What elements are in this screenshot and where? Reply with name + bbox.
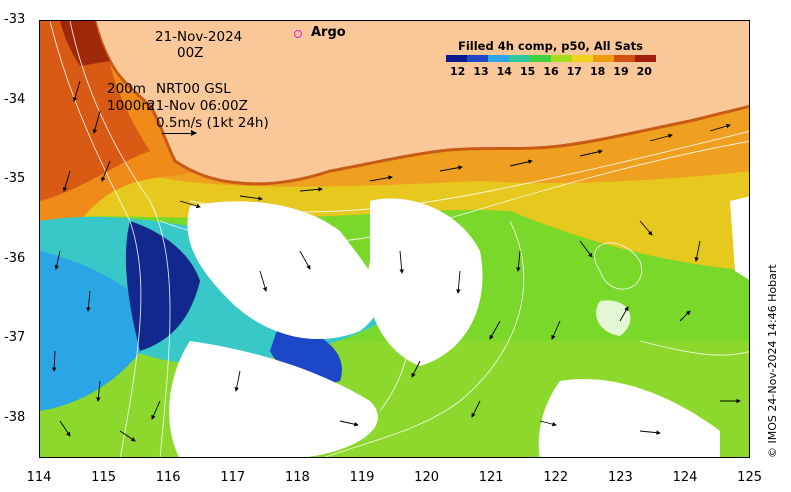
y-tick-label: -35 bbox=[4, 171, 26, 186]
cloud-gap-3 bbox=[169, 341, 378, 457]
colorbar-tick-label: 16 bbox=[543, 65, 559, 78]
sea-level-contours bbox=[49, 21, 749, 457]
velocity-arrows bbox=[51, 80, 741, 442]
colorbar-swatch bbox=[488, 55, 509, 62]
cloud-gap-2 bbox=[367, 198, 483, 366]
sst-map-canvas bbox=[40, 21, 749, 457]
depth-label-1000: 1000m bbox=[107, 98, 155, 114]
colorbar-tick-label: 17 bbox=[566, 65, 582, 78]
x-tick-label: 115 bbox=[91, 470, 116, 485]
argo-label: Argo bbox=[311, 25, 346, 40]
argo-marker-icon bbox=[294, 30, 302, 38]
date-label: 21-Nov-2024 bbox=[155, 29, 243, 45]
cold-eddy bbox=[125, 221, 200, 351]
colorbar bbox=[446, 55, 656, 62]
x-tick-label: 120 bbox=[414, 470, 439, 485]
colorbar-tick-label: 12 bbox=[450, 65, 466, 78]
scale-label: 0.5m/s (1kt 24h) bbox=[156, 115, 269, 131]
colorbar-tick-label: 15 bbox=[519, 65, 536, 78]
colorbar-swatch bbox=[509, 55, 530, 62]
x-tick-label: 119 bbox=[349, 470, 375, 485]
colorbar-swatch bbox=[446, 55, 467, 62]
x-tick-label: 118 bbox=[284, 470, 310, 485]
cloud-gap-4 bbox=[538, 379, 720, 457]
cloud-gap-1 bbox=[187, 201, 380, 340]
colorbar-tick-label: 14 bbox=[496, 65, 512, 78]
blue-region bbox=[40, 251, 160, 411]
x-tick-label: 122 bbox=[543, 470, 569, 485]
y-tick-label: -38 bbox=[4, 409, 26, 425]
colorbar-swatch bbox=[635, 55, 656, 62]
sst-map bbox=[39, 20, 750, 458]
source-label: NRT00 GSL bbox=[156, 81, 231, 97]
colorbar-swatch bbox=[572, 55, 593, 62]
leeuwin-core bbox=[40, 21, 150, 201]
credit-label: © IMOS 24-Nov-2024 14:46 Hobart bbox=[766, 264, 779, 458]
colorbar-swatch bbox=[593, 55, 614, 62]
colorbar-labels: 12 13 14 15 16 17 18 19 20 bbox=[446, 65, 656, 78]
legend-title: Filled 4h comp, p50, All Sats bbox=[458, 39, 643, 53]
x-tick-label: 123 bbox=[607, 470, 633, 485]
x-tick-label: 124 bbox=[672, 470, 698, 485]
colorbar-tick-label: 19 bbox=[613, 65, 629, 78]
depth-label-200: 200m bbox=[107, 81, 146, 97]
y-tick-label: -37 bbox=[4, 330, 26, 345]
cloud-gap-5 bbox=[730, 196, 749, 280]
y-tick-label: -36 bbox=[4, 250, 26, 266]
x-tick-label: 116 bbox=[155, 470, 181, 485]
colorbar-tick-label: 18 bbox=[589, 65, 606, 78]
y-tick-label: -34 bbox=[4, 91, 26, 107]
time-label: 00Z bbox=[177, 45, 204, 61]
colorbar-tick-label: 20 bbox=[636, 65, 652, 78]
colorbar-swatch bbox=[467, 55, 488, 62]
valid-time-label: 21-Nov 06:00Z bbox=[147, 98, 248, 114]
y-tick-label: -33 bbox=[4, 12, 26, 27]
x-tick-label: 117 bbox=[220, 470, 246, 485]
scale-arrow-icon bbox=[162, 130, 197, 136]
coastline bbox=[93, 21, 749, 186]
colorbar-swatch bbox=[530, 55, 551, 62]
colorbar-swatch bbox=[551, 55, 572, 62]
cloud-gap-6 bbox=[596, 300, 631, 336]
x-tick-label: 125 bbox=[737, 470, 762, 485]
colorbar-tick-label: 13 bbox=[473, 65, 489, 78]
x-tick-label: 114 bbox=[26, 470, 52, 485]
x-tick-label: 121 bbox=[478, 470, 504, 485]
colorbar-swatch bbox=[614, 55, 635, 62]
